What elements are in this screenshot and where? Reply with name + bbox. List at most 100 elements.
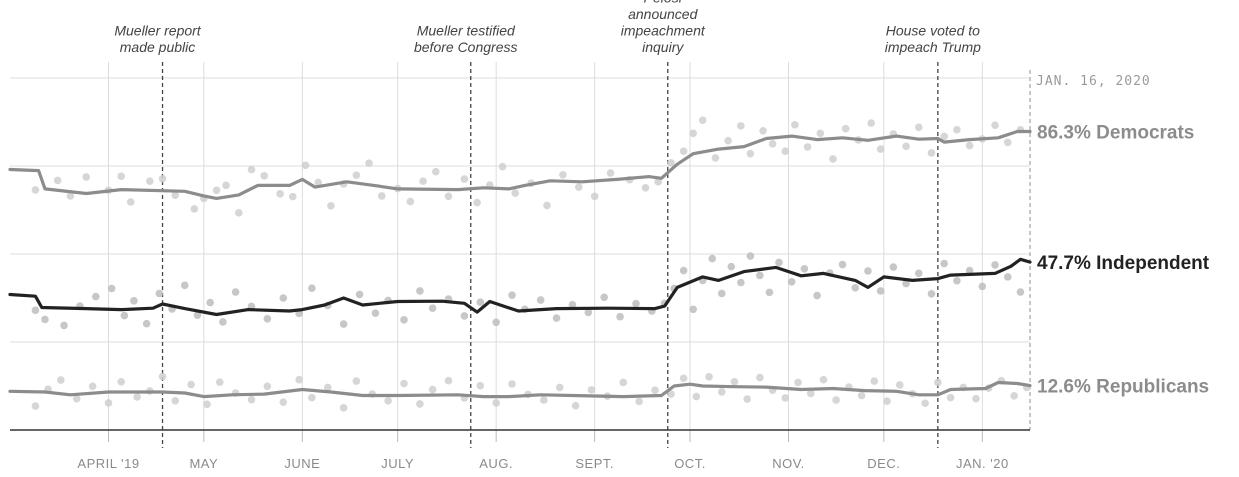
poll-dot [289, 192, 297, 201]
event-annotation: Mueller testified [417, 23, 516, 39]
x-tick-label: AUG. [479, 456, 513, 471]
poll-dot [619, 378, 628, 387]
poll-dot [667, 159, 675, 167]
current-date-label: JAN. 16, 2020 [1036, 74, 1151, 89]
poll-dot [1010, 392, 1018, 400]
poll-dot [371, 309, 380, 317]
poll-dot [791, 121, 799, 129]
poll-dot [717, 289, 726, 298]
poll-dot [927, 149, 936, 157]
poll-dot [587, 386, 596, 394]
poll-dot [883, 397, 891, 405]
poll-dot [746, 252, 755, 260]
poll-dot [689, 305, 697, 314]
poll-dot [536, 296, 545, 304]
poll-dot [895, 381, 904, 389]
event-annotation: Mueller report [114, 23, 201, 39]
poll-dot [651, 386, 659, 395]
poll-dot [117, 377, 126, 386]
poll-dot [867, 119, 875, 127]
poll-dot [377, 192, 386, 200]
poll-dot [940, 132, 949, 141]
poll-dot [965, 141, 974, 150]
poll-dot [130, 297, 138, 305]
poll-dot [416, 400, 424, 408]
poll-dot [717, 388, 726, 396]
poll-dot [737, 278, 745, 287]
poll-dot [492, 399, 500, 407]
poll-dot [940, 259, 949, 268]
poll-dot [584, 308, 593, 317]
poll-dot [698, 116, 707, 125]
end-label-independent: 47.7% Independent [1037, 253, 1210, 274]
trend-line-democrats [8, 129, 1032, 200]
poll-dot [857, 391, 866, 400]
poll-dot [158, 174, 167, 183]
x-tick-label: JULY [381, 456, 414, 471]
poll-dot [616, 312, 624, 321]
poll-dot [308, 284, 316, 292]
poll-dot [574, 183, 583, 191]
poll-dot [460, 175, 469, 183]
end-label-republicans: 12.6% Republicans [1037, 377, 1209, 398]
poll-dot [927, 289, 936, 298]
poll-dot [219, 318, 227, 326]
poll-dot [590, 192, 599, 201]
poll-dot [107, 284, 116, 293]
poll-dot [171, 191, 180, 200]
poll-dot [314, 178, 323, 187]
poll-dot [870, 377, 879, 385]
poll-dot [444, 192, 453, 201]
poll-dot [279, 294, 288, 302]
poll-dot [794, 378, 802, 387]
poll-dot [247, 395, 256, 404]
poll-dot [819, 375, 828, 384]
poll-dot [511, 189, 520, 197]
poll-dot [540, 396, 548, 404]
poll-dot [679, 266, 688, 275]
poll-dot [120, 311, 129, 320]
x-tick-label: SEPT. [575, 456, 614, 471]
poll-dot [88, 382, 97, 391]
poll-dot [419, 177, 427, 185]
poll-dot [72, 394, 81, 403]
poll-dot [756, 373, 764, 382]
poll-dot [816, 129, 825, 138]
poll-dot [117, 172, 126, 181]
poll-dot [53, 176, 62, 185]
end-label-democrats: 86.3% Democrats [1037, 123, 1194, 144]
poll-dot [902, 279, 910, 288]
poll-dot [400, 316, 408, 324]
poll-dot [851, 283, 860, 292]
trend-line-republicans [8, 380, 1032, 399]
poll-dot [679, 147, 688, 156]
poll-dot [508, 380, 516, 388]
gridlines [10, 62, 1031, 430]
poll-dot [692, 392, 701, 401]
poll-dot [384, 396, 392, 405]
poll-dot [431, 167, 440, 176]
poll-dot [31, 306, 40, 315]
poll-dot [1016, 288, 1025, 296]
poll-dot [234, 209, 243, 217]
poll-dot [155, 289, 164, 298]
poll-dot [978, 282, 987, 291]
poll-dot [727, 262, 736, 271]
poll-dot [190, 205, 199, 213]
poll-dot [327, 201, 335, 210]
poll-dot [460, 312, 469, 320]
poll-dot [914, 269, 923, 278]
poll-dot [667, 390, 675, 398]
x-tick-label: MAY [189, 456, 218, 471]
poll-dot [768, 140, 777, 148]
poll-dot [708, 254, 717, 263]
poll-dot [212, 186, 221, 195]
poll-dot [543, 201, 551, 210]
event-annotation: announced [628, 6, 699, 22]
poll-dot [737, 122, 745, 130]
poll-dot [180, 281, 189, 290]
poll-dot [559, 171, 567, 179]
poll-dot [552, 314, 561, 322]
